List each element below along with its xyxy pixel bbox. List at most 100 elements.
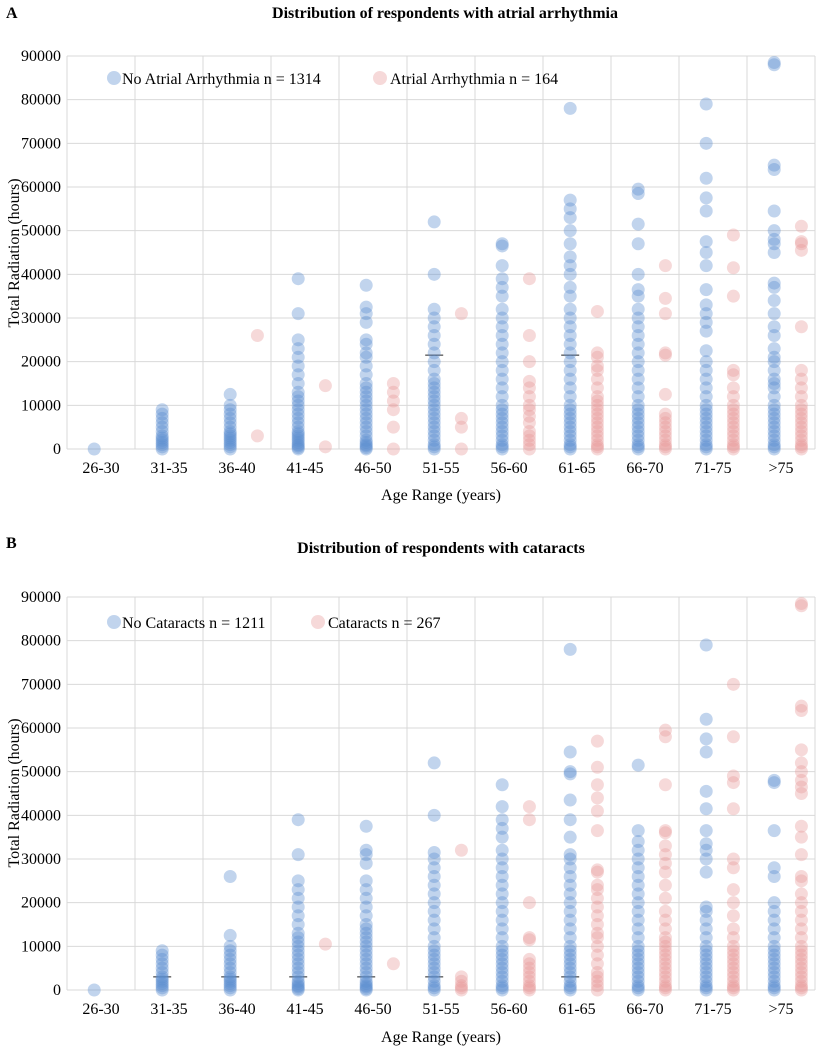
data-point-positive	[454, 420, 468, 434]
panel-b-legend-marker-no	[107, 615, 121, 629]
data-point-positive	[658, 904, 672, 918]
data-point-positive	[658, 723, 672, 737]
y-tick-label: 40000	[21, 807, 61, 824]
data-point-positive	[522, 961, 536, 975]
data-point-negative	[495, 913, 509, 927]
data-point-negative	[699, 363, 713, 377]
data-point-negative	[767, 355, 781, 369]
y-tick-label: 50000	[21, 223, 61, 240]
data-point-negative	[699, 952, 713, 966]
data-point-positive	[658, 348, 672, 362]
data-point-negative	[563, 250, 577, 264]
data-point-negative	[699, 246, 713, 259]
data-point-positive	[590, 372, 604, 386]
data-point-negative	[223, 416, 237, 430]
data-point-negative	[427, 957, 441, 971]
data-point-negative	[291, 983, 305, 997]
data-point-negative	[359, 368, 373, 382]
data-point-positive	[794, 398, 808, 412]
data-point-negative	[699, 398, 713, 412]
data-point-negative	[291, 439, 305, 453]
data-point-positive	[658, 824, 672, 838]
data-point-negative	[495, 420, 509, 434]
panel-a-label: A	[6, 5, 18, 22]
data-point-negative	[427, 966, 441, 980]
data-point-negative	[359, 966, 373, 980]
data-point-negative	[223, 427, 237, 441]
data-point-negative	[291, 980, 305, 994]
data-point-negative	[699, 235, 713, 249]
data-point-negative	[699, 438, 713, 452]
data-point-negative	[631, 217, 645, 231]
data-point-positive	[590, 979, 604, 993]
data-point-negative	[495, 403, 509, 417]
data-point-negative	[291, 427, 305, 441]
data-point-positive	[658, 839, 672, 853]
data-point-negative	[563, 957, 577, 971]
data-point-negative	[155, 403, 169, 417]
data-point-negative	[291, 420, 305, 434]
x-tick-label: 61-65	[558, 1001, 595, 1018]
data-point-negative	[631, 966, 645, 980]
data-point-positive	[590, 398, 604, 412]
data-point-positive	[522, 381, 536, 395]
data-point-positive	[726, 957, 740, 971]
data-point-positive	[522, 966, 536, 980]
data-point-negative	[631, 381, 645, 395]
data-point-negative	[359, 346, 373, 360]
data-point-positive	[658, 961, 672, 975]
data-point-negative	[767, 350, 781, 364]
data-point-negative	[699, 355, 713, 369]
data-point-negative	[359, 883, 373, 897]
data-point-positive	[522, 416, 536, 430]
x-tick-label: 56-60	[490, 460, 527, 477]
data-point-negative	[291, 874, 305, 888]
data-point-negative	[495, 983, 509, 997]
data-point-negative	[427, 808, 441, 822]
y-tick-label: 60000	[21, 179, 61, 196]
data-point-positive	[794, 411, 808, 425]
data-point-positive	[658, 307, 672, 321]
data-point-positive	[522, 374, 536, 388]
panel-a-legend-marker-yes	[373, 71, 387, 85]
data-point-negative	[563, 983, 577, 997]
data-point-negative	[495, 381, 509, 395]
data-point-negative	[699, 732, 713, 746]
data-point-negative	[563, 302, 577, 316]
data-point-negative	[563, 280, 577, 294]
x-tick-label: >75	[768, 460, 793, 477]
data-point-negative	[291, 909, 305, 923]
data-point-positive	[658, 970, 672, 984]
data-point-negative	[359, 922, 373, 936]
data-point-negative	[699, 913, 713, 927]
y-tick-label: 10000	[21, 938, 61, 955]
data-point-positive	[794, 944, 808, 958]
data-point-positive	[726, 952, 740, 966]
data-point-negative	[495, 944, 509, 958]
data-point-positive	[794, 429, 808, 443]
data-point-positive	[726, 411, 740, 425]
data-point-negative	[155, 425, 169, 439]
data-point-positive	[794, 780, 808, 794]
data-point-positive	[726, 289, 740, 303]
data-point-negative	[427, 922, 441, 936]
data-point-negative	[427, 429, 441, 443]
data-point-positive	[726, 983, 740, 997]
data-point-negative	[767, 922, 781, 936]
data-point-negative	[359, 874, 373, 888]
y-tick-label: 20000	[21, 895, 61, 912]
data-point-negative	[495, 843, 509, 857]
y-tick-label: 70000	[21, 135, 61, 152]
data-point-negative	[495, 328, 509, 342]
data-point-negative	[359, 359, 373, 373]
data-point-negative	[699, 865, 713, 879]
data-point-positive	[726, 883, 740, 897]
data-point-negative	[699, 416, 713, 430]
data-point-positive	[726, 802, 740, 816]
data-point-positive	[726, 852, 740, 866]
data-point-negative	[563, 211, 577, 225]
data-point-negative	[427, 887, 441, 901]
data-point-negative	[699, 961, 713, 975]
data-point-negative	[291, 342, 305, 356]
data-point-negative	[699, 259, 713, 273]
